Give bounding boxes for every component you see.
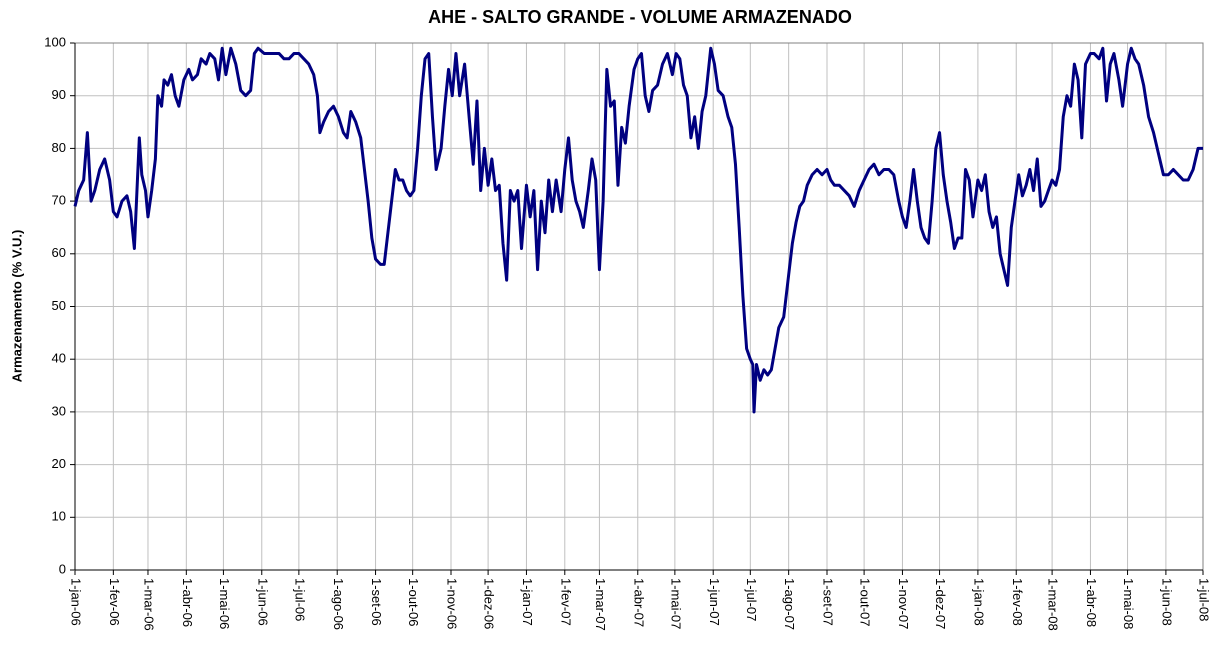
- x-tick-label: 1-mar-08: [1046, 578, 1061, 631]
- y-tick-label: 60: [52, 245, 66, 260]
- x-tick-label: 1-set-06: [369, 578, 384, 626]
- x-tick-label: 1-fev-07: [558, 578, 573, 626]
- x-tick-label: 1-abr-06: [180, 578, 195, 627]
- x-tick-label: 1-fev-08: [1010, 578, 1025, 626]
- x-tick-label: 1-mai-07: [668, 578, 683, 629]
- y-tick-label: 0: [59, 561, 66, 576]
- data-line: [73, 46, 1204, 414]
- y-tick-label: 10: [52, 509, 66, 524]
- x-tick-label: 1-out-07: [858, 578, 873, 626]
- x-tick-label: 1-jan-06: [69, 578, 84, 626]
- x-tick-label: 1-jan-07: [520, 578, 535, 626]
- y-tick-label: 30: [52, 403, 66, 418]
- y-tick-label: 100: [44, 34, 66, 49]
- x-tick-label: 1-out-06: [406, 578, 421, 626]
- x-tick-label: 1-set-07: [821, 578, 836, 626]
- x-tick-label: 1-mar-06: [142, 578, 157, 631]
- grid: 0 10 20 30 40 50 60 70 80 90 100 1-jan-06 1-fev-06 1-…: [44, 34, 1211, 630]
- x-tick-label: 1-dez-06: [482, 578, 497, 629]
- x-tick-label: 1-mai-06: [217, 578, 232, 629]
- x-tick-label: 1-ago-06: [331, 578, 346, 630]
- x-tick-label: 1-jun-07: [707, 578, 722, 626]
- y-tick-label: 40: [52, 351, 66, 366]
- x-tick-label: 1-jun-08: [1159, 578, 1174, 626]
- y-tick-label: 20: [52, 456, 66, 471]
- y-tick-label: 90: [52, 87, 66, 102]
- x-tick-label: 1-jan-08: [971, 578, 986, 626]
- x-tick-label: 1-abr-08: [1084, 578, 1099, 627]
- y-axis-label: Armazenamento (% V.U.): [9, 230, 24, 383]
- x-tick-label: 1-dez-07: [933, 578, 948, 629]
- x-tick-label: 1-fev-06: [107, 578, 122, 626]
- y-tick-label: 50: [52, 298, 66, 313]
- x-tick-label: 1-ago-07: [782, 578, 797, 630]
- x-tick-label: 1-nov-07: [896, 578, 911, 629]
- x-tick-label: 1-abr-07: [631, 578, 646, 627]
- x-tick-label: 1-jul-06: [292, 578, 307, 621]
- y-tick-label: 70: [52, 193, 66, 208]
- x-tick-label: 1-jul-07: [744, 578, 759, 621]
- x-tick-label: 1-mar-07: [593, 578, 608, 631]
- y-tick-label: 80: [52, 140, 66, 155]
- x-tick-label: 1-jun-06: [255, 578, 270, 626]
- x-tick-label: 1-nov-06: [445, 578, 460, 629]
- x-tick-label: 1-jul-08: [1197, 578, 1212, 621]
- x-tick-label: 1-mai-08: [1121, 578, 1136, 629]
- chart-title: AHE - SALTO GRANDE - VOLUME ARMAZENADO: [428, 7, 852, 27]
- plot-area: [73, 46, 1204, 414]
